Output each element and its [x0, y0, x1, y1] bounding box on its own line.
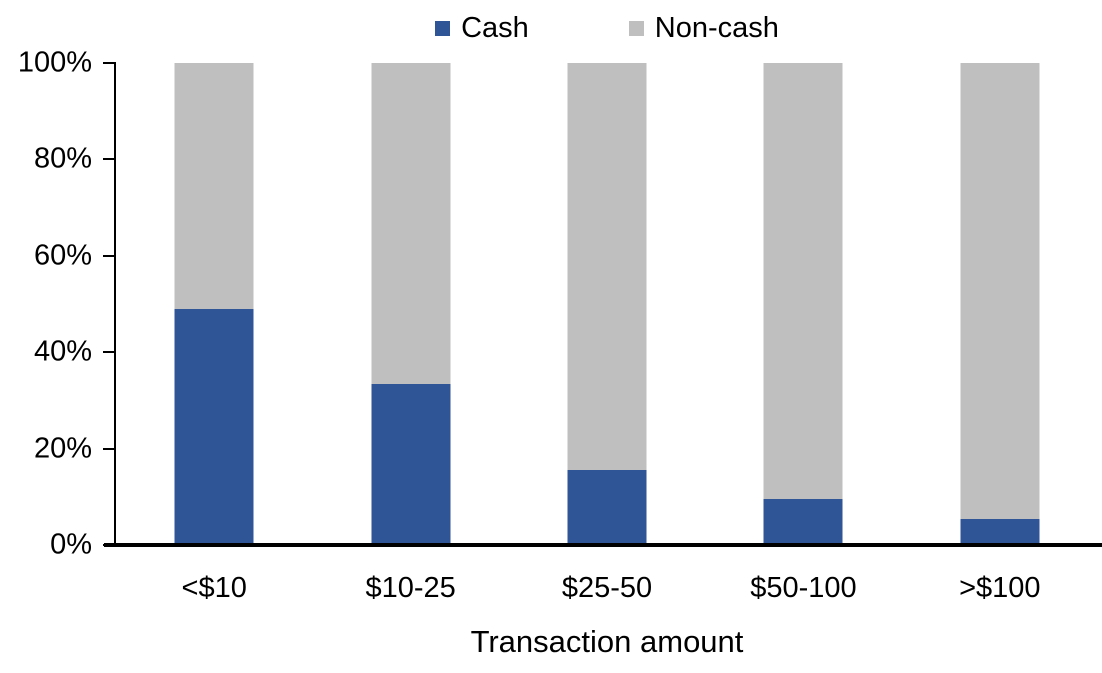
y-tick-label: 100% — [17, 46, 92, 79]
bar-segment-cash — [960, 518, 1040, 545]
x-tick-label: $50-100 — [750, 572, 857, 604]
category-slot-10-25 — [312, 63, 508, 545]
bar-segment-cash — [763, 499, 843, 545]
category-slot-100 — [902, 63, 1098, 545]
stacked-bar-50-100 — [763, 63, 843, 545]
bars — [116, 63, 1098, 545]
x-tick-label: $10-25 — [365, 572, 456, 604]
category-slot-10 — [116, 63, 312, 545]
legend-label: Cash — [461, 11, 529, 44]
legend-item-non-cash: Non-cash — [628, 11, 779, 44]
x-axis-line — [104, 543, 1102, 547]
y-tick-mark — [103, 254, 116, 257]
bar-segment-non-cash — [371, 63, 451, 384]
legend-swatch-cash-icon — [435, 20, 451, 36]
bar-segment-non-cash — [567, 63, 647, 471]
y-axis-line — [114, 63, 116, 547]
bar-segment-non-cash — [174, 63, 254, 309]
y-axis-labels: 0% 20% 40% 60% 80% 100% — [0, 48, 92, 559]
y-tick-mark — [103, 351, 116, 354]
stacked-bar-100 — [960, 63, 1040, 545]
y-tick-label: 0% — [50, 528, 92, 561]
x-axis-title: Transaction amount — [470, 624, 744, 659]
legend-swatch-non-cash-icon — [628, 20, 644, 36]
legend-label: Non-cash — [654, 11, 779, 44]
plot-area — [103, 62, 1098, 547]
stacked-bar-10-25 — [371, 63, 451, 545]
y-tick-mark — [103, 158, 116, 161]
category-slot-25-50 — [509, 63, 705, 545]
bar-segment-cash — [174, 308, 254, 545]
x-axis-labels: <$10 $10-25 $25-50 $50-100 >$100 — [116, 574, 1098, 603]
y-tick-mark — [103, 62, 116, 64]
bar-segment-non-cash — [960, 63, 1040, 519]
y-tick-label: 80% — [33, 142, 92, 175]
y-tick-label: 60% — [33, 239, 92, 272]
legend-item-cash: Cash — [435, 11, 529, 44]
stacked-bar-10 — [174, 63, 254, 545]
x-tick-label: >$100 — [959, 572, 1041, 604]
y-tick-label: 40% — [33, 335, 92, 368]
category-slot-50-100 — [705, 63, 901, 545]
chart-legend: Cash Non-cash — [116, 10, 1098, 46]
bar-segment-non-cash — [763, 63, 843, 500]
stacked-bar-25-50 — [567, 63, 647, 545]
x-tick-label: <$10 — [181, 572, 247, 604]
bar-segment-cash — [371, 383, 451, 545]
x-tick-label: $25-50 — [561, 572, 653, 604]
y-tick-mark — [103, 447, 116, 450]
y-tick-label: 20% — [33, 432, 92, 465]
bar-segment-cash — [567, 470, 647, 545]
